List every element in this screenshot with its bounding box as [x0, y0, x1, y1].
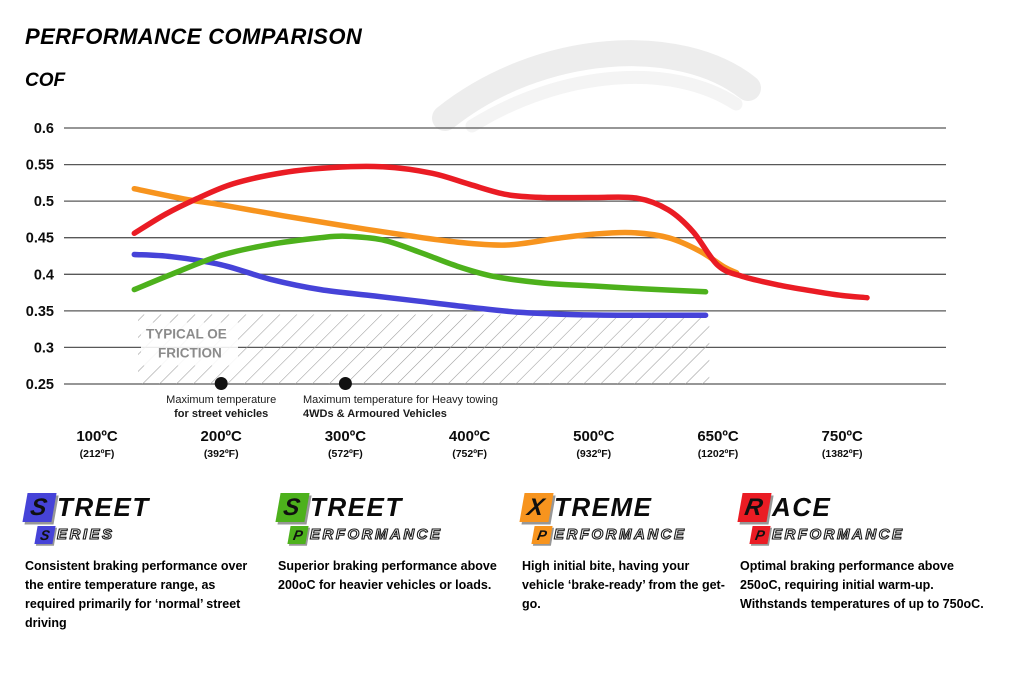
brand-name: ACE	[772, 492, 832, 522]
race-performance-logo: R ACE P ERFORMANCE	[737, 492, 995, 544]
svg-text:0.5: 0.5	[34, 194, 54, 210]
y-axis-title: COF	[25, 70, 66, 91]
legend-description: Superior braking performance above 200oC…	[278, 559, 497, 592]
street-series-logo: S TREET S ERIES	[22, 492, 267, 544]
brand-initial-box: X	[519, 492, 554, 522]
svg-text:(752ºF): (752ºF)	[452, 448, 487, 460]
svg-text:500ºC: 500ºC	[573, 428, 615, 445]
brand-name: TREET	[57, 492, 150, 522]
page-title: PERFORMANCE COMPARISON	[25, 24, 363, 49]
x-axis-labels: 100ºC (212ºF) 200ºC (392ºF) 300ºC (572ºF) 400º…	[76, 428, 863, 460]
annotation-dot	[214, 377, 228, 390]
series-line: P ERFORMANCE	[287, 525, 513, 544]
brand-name: TREET	[310, 492, 403, 522]
band-label-line2: FRICTION	[158, 346, 222, 361]
sub-initial-box: S	[34, 525, 56, 544]
legend-description: Consistent braking performance over the …	[25, 559, 248, 630]
sub-initial-box: P	[531, 525, 553, 544]
watermark-swoosh	[432, 40, 761, 133]
brand-initial-box: S	[275, 492, 310, 522]
svg-text:(392ºF): (392ºF)	[204, 448, 239, 460]
cof-temperature-chart: 0.6 0.55 0.5 0.45 0.4 0.35 0.3 0.25 TYPICAL OE FR…	[26, 40, 946, 460]
brand-initial-box: R	[737, 492, 772, 522]
brand-line: S TREET	[275, 492, 513, 522]
legend-description: Optimal braking performance above 250oC,…	[740, 559, 984, 611]
series-xtreme-performance	[131, 185, 740, 276]
sub-name: ERFORMANCE	[309, 525, 443, 543]
svg-text:(212ºF): (212ºF)	[80, 448, 115, 460]
svg-text:(1382ºF): (1382ºF)	[822, 448, 863, 460]
annotation-text: 4WDs & Armoured Vehicles	[303, 408, 447, 420]
svg-text:(572ºF): (572ºF)	[328, 448, 363, 460]
brand-line: S TREET	[22, 492, 267, 522]
series-line: P ERFORMANCE	[531, 525, 730, 544]
series-street-performance	[131, 233, 709, 295]
chart-svg: 0.6 0.55 0.5 0.45 0.4 0.35 0.3 0.25 TYPICAL OE FR…	[26, 40, 946, 460]
annotation-dot	[338, 377, 352, 390]
legend-item-race-performance: R ACE P ERFORMANCE Optimal braking perfo…	[737, 492, 995, 614]
svg-text:0.25: 0.25	[26, 377, 54, 393]
legend-item-xtreme-performance: X TREME P ERFORMANCE High initial bite, …	[519, 492, 730, 614]
svg-text:100ºC: 100ºC	[76, 428, 118, 445]
legend: S TREET S ERIES Consistent braking perfo…	[0, 492, 1024, 689]
street-performance-logo: S TREET P ERFORMANCE	[275, 492, 513, 544]
series-line: S ERIES	[34, 525, 267, 544]
svg-text:0.45: 0.45	[26, 231, 54, 247]
series-street-series	[131, 251, 709, 319]
brand-name: TREME	[554, 492, 653, 522]
svg-text:400ºC: 400ºC	[449, 428, 491, 445]
annotation-text: Maximum temperature	[166, 394, 276, 406]
legend-item-street-series: S TREET S ERIES Consistent braking perfo…	[22, 492, 267, 633]
sub-initial-box: P	[287, 525, 309, 544]
svg-text:0.35: 0.35	[26, 304, 54, 320]
svg-text:750ºC: 750ºC	[822, 428, 864, 445]
brand-line: X TREME	[519, 492, 730, 522]
svg-text:0.4: 0.4	[34, 267, 54, 283]
svg-text:650ºC: 650ºC	[697, 428, 739, 445]
sub-name: ERFORMANCE	[771, 525, 905, 543]
series-race-performance	[131, 163, 870, 301]
sub-initial-box: P	[749, 525, 771, 544]
annotation-text: for street vehicles	[174, 408, 268, 420]
band-label-line1: TYPICAL OE	[146, 327, 227, 342]
annotation-text: Maximum temperature for Heavy towing	[303, 394, 498, 406]
svg-text:300ºC: 300ºC	[325, 428, 367, 445]
band-label-bg	[141, 322, 238, 366]
legend-item-street-performance: S TREET P ERFORMANCE Superior braking pe…	[275, 492, 513, 595]
legend-description: High initial bite, having your vehicle ‘…	[522, 559, 725, 611]
svg-text:(1202ºF): (1202ºF)	[698, 448, 739, 460]
sub-name: ERIES	[56, 525, 115, 543]
svg-text:0.6: 0.6	[34, 121, 54, 137]
brand-initial-box: S	[22, 492, 57, 522]
brand-line: R ACE	[737, 492, 995, 522]
xtreme-performance-logo: X TREME P ERFORMANCE	[519, 492, 730, 544]
svg-text:0.3: 0.3	[34, 340, 54, 356]
svg-text:200ºC: 200ºC	[201, 428, 243, 445]
svg-text:0.55: 0.55	[26, 158, 54, 174]
svg-text:(932ºF): (932ºF)	[576, 448, 611, 460]
sub-name: ERFORMANCE	[553, 525, 687, 543]
series-line: P ERFORMANCE	[749, 525, 995, 544]
